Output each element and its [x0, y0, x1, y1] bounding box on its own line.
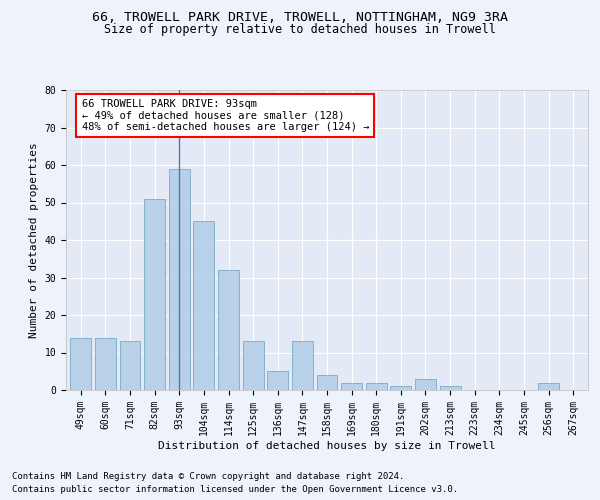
Text: 66, TROWELL PARK DRIVE, TROWELL, NOTTINGHAM, NG9 3RA: 66, TROWELL PARK DRIVE, TROWELL, NOTTING… [92, 11, 508, 24]
Bar [95, 338, 116, 390]
Bar [267, 371, 288, 390]
Bar [440, 386, 461, 390]
Bar [144, 198, 165, 390]
Bar [538, 382, 559, 390]
Text: Size of property relative to detached houses in Trowell: Size of property relative to detached ho… [104, 22, 496, 36]
Bar [391, 386, 412, 390]
Bar [341, 382, 362, 390]
Bar [218, 270, 239, 390]
Bar [415, 379, 436, 390]
Bar [366, 382, 387, 390]
Bar [169, 169, 190, 390]
Y-axis label: Number of detached properties: Number of detached properties [29, 142, 39, 338]
Bar [292, 341, 313, 390]
Bar [119, 341, 140, 390]
Bar [193, 221, 214, 390]
Bar [242, 341, 263, 390]
Text: Contains public sector information licensed under the Open Government Licence v3: Contains public sector information licen… [12, 485, 458, 494]
Text: Contains HM Land Registry data © Crown copyright and database right 2024.: Contains HM Land Registry data © Crown c… [12, 472, 404, 481]
X-axis label: Distribution of detached houses by size in Trowell: Distribution of detached houses by size … [158, 440, 496, 450]
Bar [317, 375, 337, 390]
Text: 66 TROWELL PARK DRIVE: 93sqm
← 49% of detached houses are smaller (128)
48% of s: 66 TROWELL PARK DRIVE: 93sqm ← 49% of de… [82, 99, 369, 132]
Bar [70, 338, 91, 390]
